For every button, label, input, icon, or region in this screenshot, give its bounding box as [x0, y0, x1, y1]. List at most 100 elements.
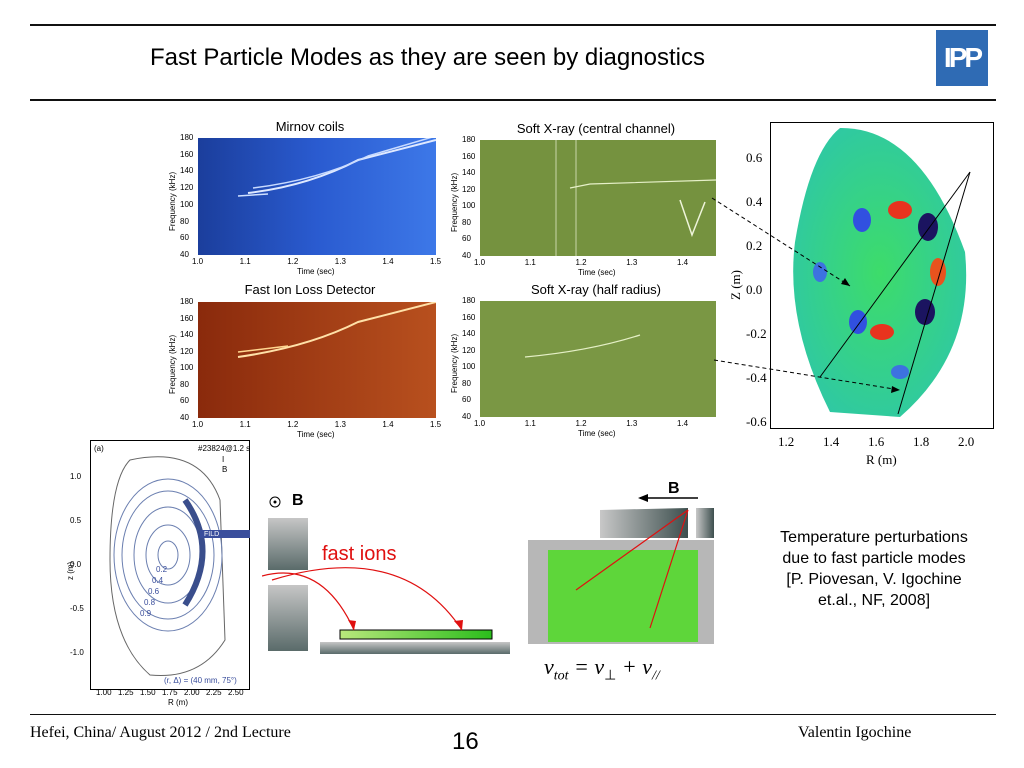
footer-rule: [30, 714, 996, 715]
fild-spectrogram: [198, 302, 436, 418]
eq-xtick: 1.50: [140, 688, 156, 697]
fild-schematic: [262, 496, 510, 654]
ipp-logo: IPP: [936, 30, 988, 86]
sxr_half-ylabel: Frequency (kHz): [450, 333, 459, 393]
eq-ytick: 0.0: [70, 560, 82, 569]
mirnov-ytick: 60: [180, 233, 189, 243]
sxr-half-title: Soft X-ray (half radius): [530, 282, 662, 297]
formula-eq: = v: [568, 654, 605, 679]
formula-plus: + v: [616, 654, 652, 679]
fild-ytick: 40: [180, 413, 189, 422]
fild-xtick: 1.2: [287, 420, 299, 429]
sxr_central-ytick: 140: [462, 168, 476, 178]
eq-flux-label: 0.8: [144, 598, 156, 607]
tomo-xlabel: R (m): [866, 452, 897, 467]
eq-flux-label: 0.2: [156, 565, 168, 574]
sxr_half-ytick: 40: [462, 412, 471, 421]
sxr_central-ytick: 160: [462, 151, 476, 161]
mirnov-ytick: 140: [180, 166, 194, 176]
sxr_half-ytick: 80: [462, 378, 471, 388]
tomo-xtick: 2.0: [958, 434, 975, 449]
tomography-frame: [770, 122, 994, 429]
eq-ytick: -1.0: [70, 648, 84, 657]
tomo-ytick: 0.0: [746, 282, 763, 297]
sxr_half-xlabel: Time (sec): [578, 429, 616, 438]
tomo-xtick: 1.8: [913, 434, 930, 449]
sxr_central-ytick: 80: [462, 217, 471, 227]
sxr_central-ytick: 60: [462, 234, 471, 244]
fild-ytick: 100: [180, 363, 194, 373]
caption-line-4: et.al., NF, 2008]: [817, 592, 931, 609]
sxr_central-ylabel: Frequency (kHz): [450, 172, 459, 232]
mirnov-xtick: 1.1: [239, 257, 251, 266]
eq-flux-label: 0.9: [140, 609, 152, 618]
b-field-label-right: B: [668, 480, 680, 497]
formula-par: //: [652, 668, 660, 684]
caption-line-3: [P. Piovesan, V. Igochine: [786, 571, 962, 588]
eq-xtick: 1.75: [162, 688, 178, 697]
sxr_central-xtick: 1.0: [474, 258, 486, 267]
b-field-label-left: B: [292, 492, 304, 509]
mirnov-xtick: 1.4: [382, 257, 394, 266]
mirnov-xtick: 1.5: [430, 257, 442, 266]
mirnov-ytick: 180: [180, 133, 194, 142]
sxr_central-ytick: 180: [462, 135, 476, 144]
sxr_central-xtick: 1.1: [524, 258, 536, 267]
fild-ytick: 80: [180, 379, 189, 389]
tomo-ytick: -0.6: [746, 414, 767, 429]
eq-flux-label: 0.4: [152, 576, 164, 585]
mirnov-ytick: 80: [180, 216, 189, 226]
sxr_central-xtick: 1.3: [626, 258, 638, 267]
tomo-ytick: -0.2: [746, 326, 767, 341]
eq-flux-label: 0.6: [148, 587, 160, 596]
footer-left: Hefei, China/ August 2012 / 2nd Lecture: [30, 724, 291, 741]
sxr_half-xtick: 1.3: [626, 419, 638, 428]
mirnov-ylabel: Frequency (kHz): [168, 171, 177, 231]
mirnov-xtick: 1.2: [287, 257, 299, 266]
mirnov-xtick: 1.3: [334, 257, 346, 266]
sxr_half-ytick: 180: [462, 296, 476, 305]
sxr_central-xlabel: Time (sec): [578, 268, 616, 277]
eq-shot: #23824@1.2 s: [198, 444, 251, 453]
caption-line-2: due to fast particle modes: [782, 550, 966, 567]
page-number: 16: [452, 728, 479, 755]
sxr_central-ytick: 100: [462, 201, 476, 211]
fild-xtick: 1.1: [239, 420, 251, 429]
sxr_half-xtick: 1.0: [474, 419, 486, 428]
sxr_half-ytick: 160: [462, 312, 476, 322]
eq-fild-label: FILD: [204, 531, 220, 538]
equilibrium-plot: [90, 440, 250, 690]
sxr-central-title: Soft X-ray (central channel): [516, 121, 676, 136]
eq-bt-label: B: [222, 465, 228, 474]
fild-xtick: 1.0: [192, 420, 204, 429]
fild-ylabel: Frequency (kHz): [168, 334, 177, 394]
mirnov-ytick: 160: [180, 149, 194, 159]
eq-panel-label: (a): [94, 444, 104, 453]
footer-right: Valentin Igochine: [798, 724, 912, 741]
eq-xtick: 2.00: [184, 688, 200, 697]
sxr_half-xtick: 1.4: [676, 419, 689, 428]
mirnov-xtick: 1.0: [192, 257, 204, 266]
eq-ip-label: I: [222, 455, 225, 464]
sxr_central-xtick: 1.4: [676, 258, 689, 267]
eq-xtick: 1.25: [118, 688, 134, 697]
formula-perp: ⊥: [604, 668, 617, 684]
velocity-formula: vtot = v⊥ + v//: [544, 654, 660, 684]
mirnov-title: Mirnov coils: [275, 119, 345, 134]
sxr_half-ytick: 120: [462, 345, 476, 355]
fild-xtick: 1.3: [334, 420, 346, 429]
sxr_central-xtick: 1.2: [575, 258, 587, 267]
dashed-arrows: [711, 197, 901, 393]
eq-xtick: 2.25: [206, 688, 222, 697]
fild-ytick: 120: [180, 346, 194, 356]
eq-xtick: 1.00: [96, 688, 112, 697]
sxr_half-xtick: 1.2: [575, 419, 587, 428]
sxr_half-ytick: 140: [462, 329, 476, 339]
sxr-central-spectrogram: [480, 140, 716, 256]
caption-line-1: Temperature perturbations: [780, 529, 968, 546]
tomo-ytick: 0.6: [746, 150, 763, 165]
fild-xtick: 1.4: [382, 420, 394, 429]
mirnov-ytick: 40: [180, 250, 189, 259]
formula-lhs-sub: tot: [553, 668, 569, 684]
eq-ytick: 0.5: [70, 516, 82, 525]
